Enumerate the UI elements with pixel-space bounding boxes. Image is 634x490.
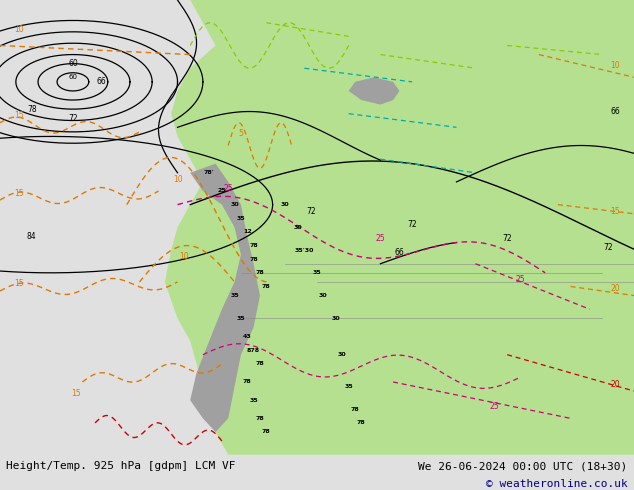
Text: 66: 66 xyxy=(394,247,404,257)
Text: 35: 35 xyxy=(249,398,258,403)
Text: 35: 35 xyxy=(344,384,353,389)
Text: 25: 25 xyxy=(223,184,233,193)
Text: 78: 78 xyxy=(256,361,264,367)
Text: 35: 35 xyxy=(230,293,239,298)
Text: 78: 78 xyxy=(256,416,264,421)
Text: 78: 78 xyxy=(27,105,37,114)
Text: 30: 30 xyxy=(338,352,347,357)
Text: 78': 78' xyxy=(204,171,214,175)
Text: 78: 78 xyxy=(256,270,264,275)
Text: 72: 72 xyxy=(502,234,512,243)
Text: 25: 25 xyxy=(515,275,525,284)
Text: 10: 10 xyxy=(610,61,620,70)
Polygon shape xyxy=(165,0,634,455)
Text: 25: 25 xyxy=(489,402,500,411)
Text: 35'30: 35'30 xyxy=(295,247,314,253)
Text: 30: 30 xyxy=(294,225,302,230)
Text: 20: 20 xyxy=(610,284,620,293)
Text: 78: 78 xyxy=(249,257,258,262)
Text: 30: 30 xyxy=(319,293,328,298)
Text: 25: 25 xyxy=(217,189,226,194)
Text: 5: 5 xyxy=(238,129,243,138)
Text: 30: 30 xyxy=(332,316,340,321)
Text: 15: 15 xyxy=(14,279,24,289)
Text: 25: 25 xyxy=(375,234,385,243)
Text: 12: 12 xyxy=(243,229,252,234)
Text: 43: 43 xyxy=(243,334,252,339)
Text: 66: 66 xyxy=(610,107,620,116)
Text: 60: 60 xyxy=(68,59,78,68)
Text: 20: 20 xyxy=(610,380,620,389)
Text: 10: 10 xyxy=(179,252,189,261)
Text: 60: 60 xyxy=(68,74,77,80)
Text: 78: 78 xyxy=(243,379,252,385)
Text: 78: 78 xyxy=(357,420,366,425)
Text: 84: 84 xyxy=(27,232,37,241)
Text: 35: 35 xyxy=(236,216,245,221)
Text: Height/Temp. 925 hPa [gdpm] LCM VF: Height/Temp. 925 hPa [gdpm] LCM VF xyxy=(6,461,236,471)
Text: © weatheronline.co.uk: © weatheronline.co.uk xyxy=(486,479,628,489)
Text: 15: 15 xyxy=(610,207,620,216)
Polygon shape xyxy=(190,164,260,432)
Text: 15: 15 xyxy=(71,389,81,397)
Text: 72: 72 xyxy=(306,207,316,216)
Text: 30: 30 xyxy=(281,202,290,207)
Text: 15: 15 xyxy=(14,189,24,197)
Text: 72: 72 xyxy=(407,220,417,229)
Text: 35: 35 xyxy=(236,316,245,321)
Text: 72: 72 xyxy=(604,243,614,252)
Text: 78: 78 xyxy=(262,429,271,435)
Text: 878: 878 xyxy=(247,347,260,353)
Text: 66: 66 xyxy=(96,77,107,86)
Text: 35: 35 xyxy=(313,270,321,275)
Text: 78: 78 xyxy=(262,284,271,289)
Text: 78: 78 xyxy=(351,407,359,412)
Text: 72: 72 xyxy=(68,114,78,122)
Text: 30: 30 xyxy=(230,202,239,207)
Text: 15: 15 xyxy=(14,111,24,120)
Text: 10: 10 xyxy=(172,175,183,184)
Text: 10: 10 xyxy=(14,25,24,34)
Text: 78: 78 xyxy=(249,243,258,248)
Polygon shape xyxy=(349,77,399,104)
Text: We 26-06-2024 00:00 UTC (18+30): We 26-06-2024 00:00 UTC (18+30) xyxy=(418,461,628,471)
